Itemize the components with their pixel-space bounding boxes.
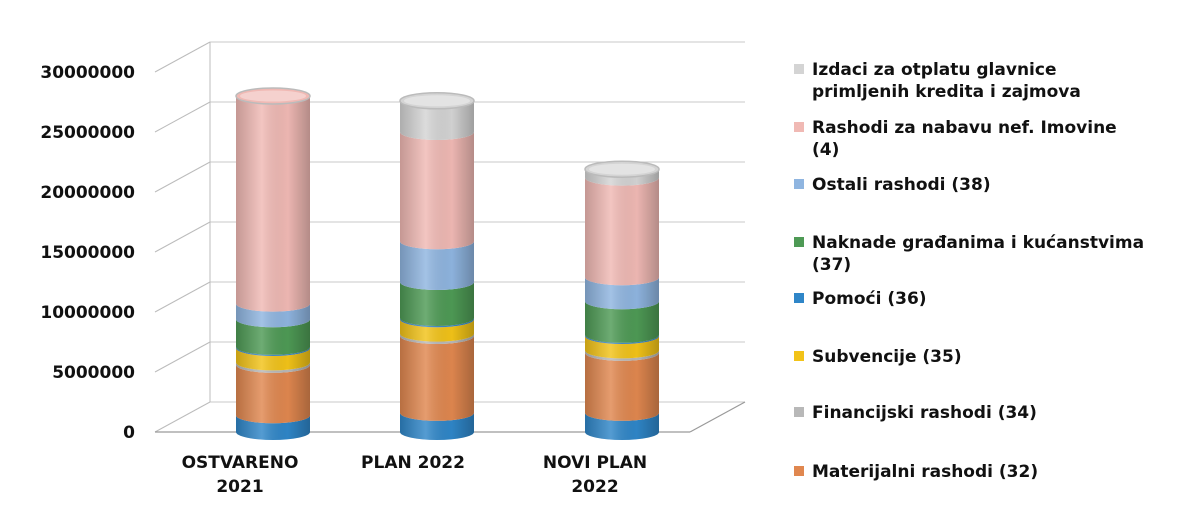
y-tick-label: 0 [123, 423, 135, 443]
bars [235, 87, 660, 440]
bar-segment [236, 348, 310, 371]
bar-segment [585, 177, 659, 286]
y-tick-label: 20000000 [40, 183, 135, 203]
legend-swatch [794, 293, 804, 303]
bar-segment [236, 364, 311, 424]
bar-segment [236, 319, 311, 355]
floor-right-edge [689, 401, 746, 433]
bar-stack [235, 87, 311, 440]
x-category-label: NOVI PLAN 2022 [543, 453, 647, 497]
bar-segment [400, 282, 474, 326]
bar-segment [400, 100, 474, 140]
legend-label: Pomoći (36) [812, 289, 927, 309]
legend-item: Materijalni rashodi (32) [794, 462, 1038, 482]
legend-item: Rashodi za nabavu nef. Imovine (4) [794, 118, 1117, 160]
bar-segment [400, 241, 474, 290]
legend-label: Rashodi za nabavu nef. Imovine (4) [812, 118, 1117, 160]
bar-segment [585, 352, 659, 421]
bar-segment [585, 301, 659, 343]
legend-swatch [794, 179, 804, 189]
y-tick-label: 25000000 [40, 123, 135, 143]
bar-segment [585, 412, 659, 440]
bar-segment [236, 96, 310, 312]
legend-item: Izdaci za otplatu glavnice primljenih kre… [794, 60, 1081, 102]
legend-label: Subvencije (35) [812, 347, 962, 367]
legend-swatch [794, 237, 804, 247]
gridline [154, 41, 745, 73]
legend-item: Subvencije (35) [794, 347, 962, 367]
legend-label: Naknade građanima i kućanstvima (37) [812, 233, 1144, 275]
legend-swatch [794, 64, 804, 74]
legend-swatch [794, 407, 804, 417]
bar-segment [400, 132, 474, 250]
bar-segment [400, 319, 474, 342]
bar-segment [236, 415, 311, 440]
bar-top-cap [584, 160, 660, 178]
legend-item: Naknade građanima i kućanstvima (37) [794, 233, 1144, 275]
y-tick-label: 5000000 [52, 363, 135, 383]
bar-top-cap [235, 87, 311, 105]
bar-segment [400, 333, 474, 344]
legend-swatch [794, 351, 804, 361]
y-tick-label: 10000000 [40, 303, 135, 323]
x-category-label: OSTVARENO 2021 [182, 453, 299, 497]
legend-item: Financijski rashodi (34) [794, 403, 1037, 423]
x-category-label: PLAN 2022 [361, 453, 465, 473]
bar-segment [400, 412, 474, 440]
bar-segment [585, 277, 659, 310]
bar-segment [236, 303, 311, 328]
y-tick-labels: 0 5000000 10000000 15000000 20000000 25000000… [40, 63, 135, 443]
bar-segment [585, 336, 659, 359]
y-tick-label: 15000000 [40, 243, 135, 263]
legend-swatch [794, 122, 804, 132]
bar-stack [584, 160, 660, 440]
legend-label: Materijalni rashodi (32) [812, 462, 1038, 482]
legend-swatch [794, 466, 804, 476]
x-category-labels: OSTVARENO 2021 PLAN 2022 NOVI PLAN 2022 [182, 453, 648, 497]
legend-label: Ostali rashodi (38) [812, 175, 991, 195]
legend-label: Financijski rashodi (34) [812, 403, 1037, 423]
legend-label: Izdaci za otplatu glavnice primljenih kre… [812, 60, 1081, 102]
legend: Izdaci za otplatu glavnice primljenih kre… [794, 60, 1144, 482]
y-tick-label: 30000000 [40, 63, 135, 83]
bar-segment [585, 350, 659, 361]
bar-segment [236, 362, 311, 373]
legend-item: Ostali rashodi (38) [794, 175, 991, 195]
bar-stack [399, 92, 475, 440]
bar-segment [400, 336, 474, 421]
bar-top-cap [399, 92, 475, 110]
legend-item: Pomoći (36) [794, 289, 927, 309]
